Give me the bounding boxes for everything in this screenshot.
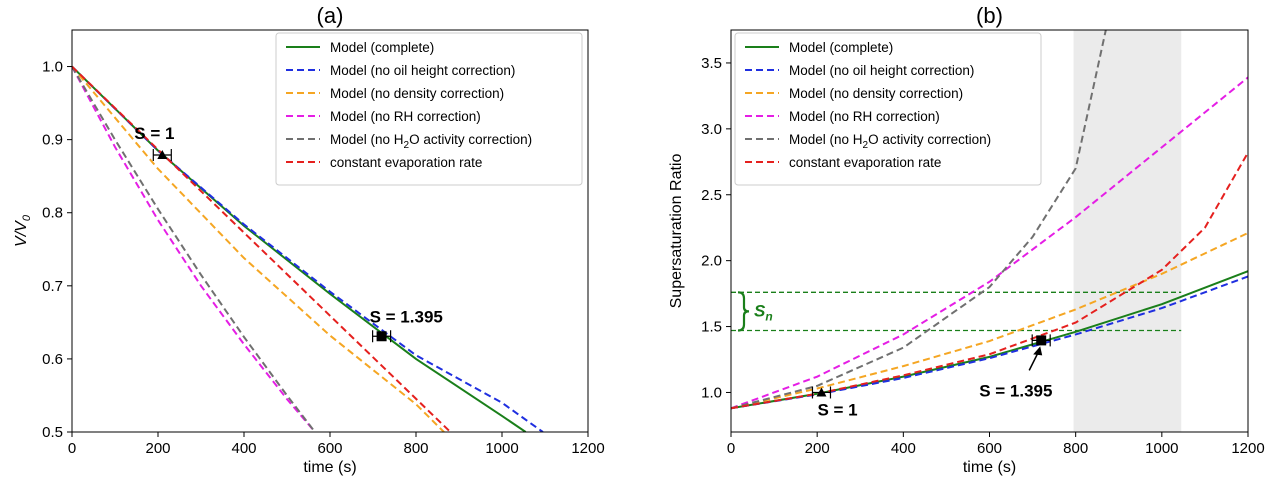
chart-b-ytick-label: 1.5	[701, 319, 722, 336]
chart-a-marker-label: S = 1.395	[370, 307, 443, 326]
chart-a-ytick-label: 0.5	[42, 424, 63, 441]
chart-b-series-line-4	[731, 30, 1107, 410]
chart-a-plot-area	[72, 65, 544, 432]
chart-b-sn-label: Sn	[754, 301, 773, 323]
chart-b-legend-label-3: Model (no RH correction)	[789, 109, 940, 124]
chart-b-ytick-label: 2.5	[701, 187, 722, 204]
chart-b-legend-box	[734, 32, 1042, 186]
chart-a-legend-box	[275, 32, 583, 186]
chart-a-legend-label-2: Model (no density correction)	[330, 86, 504, 101]
chart-b-xtick-label: 0	[727, 440, 735, 457]
chart-b-ytick-label: 1.0	[701, 384, 722, 401]
chart-a-legend-label-4: Model (no H2O activity correction)	[330, 132, 532, 151]
chart-b-marker-label: S = 1.395	[979, 381, 1052, 400]
chart-b-shaded-region	[1073, 30, 1182, 432]
chart-a-legend-label-1: Model (no oil height correction)	[330, 63, 515, 78]
chart-b-ytick-label: 3.0	[701, 121, 722, 138]
chart-b-sn-brace	[737, 291, 750, 332]
chart-a-xtick-label: 0	[68, 440, 76, 457]
chart-b-marker-square	[1036, 335, 1047, 346]
chart-a-ytick-label: 0.9	[42, 132, 63, 149]
chart-b-legend: Model (complete) Model (no oil height cor…	[734, 32, 1042, 186]
chart-b-ytick-label: 3.5	[701, 55, 722, 72]
chart-b-marker-triangle	[816, 387, 827, 397]
chart-a-xtick-label: 800	[403, 440, 428, 457]
chart-b-legend-label-5: constant evaporation rate	[789, 155, 941, 170]
chart-b-marker-arrow-head	[1033, 346, 1043, 356]
chart-a-series-line-3	[72, 66, 316, 432]
chart-b-ylabel: Supersaturation Ratio	[668, 154, 685, 309]
chart-b-xtick-label: 600	[977, 440, 1002, 457]
chart-b-ytick-label: 2.0	[701, 253, 722, 270]
chart-a-ytick-label: 0.6	[42, 351, 63, 368]
chart-a-ytick-label: 0.7	[42, 278, 63, 295]
chart-b-marker-label: S = 1	[817, 400, 857, 419]
chart-a-legend-label-0: Model (complete)	[330, 40, 434, 55]
chart-b-xtick-label: 1200	[1231, 440, 1264, 457]
chart-a-xtick-label: 600	[317, 440, 342, 457]
chart-b-series-line-1	[731, 275, 1248, 410]
chart-a-ylabel: V/V0	[13, 214, 33, 247]
chart-a-series-line-1	[72, 65, 544, 432]
chart-a-marker-square: S = 1.395	[370, 307, 443, 343]
chart-a-xtick-label: 1000	[485, 440, 518, 457]
chart-a-ytick-label: 0.8	[42, 205, 63, 222]
chart-b-series-line-0	[731, 270, 1248, 410]
chart-a-marker-triangle	[157, 149, 168, 159]
chart-a-legend: Model (complete) Model (no oil height cor…	[275, 32, 583, 186]
chart-b-legend-label-2: Model (no density correction)	[789, 86, 963, 101]
chart-a-series-line-4	[72, 66, 316, 432]
chart-b-xtick-label: 400	[891, 440, 916, 457]
chart-a-ytick-label: 1.0	[42, 59, 63, 76]
chart-b-legend-label-1: Model (no oil height correction)	[789, 63, 974, 78]
chart-b-marker-triangle: S = 1	[811, 386, 858, 419]
chart-b-title: (b)	[976, 3, 1003, 28]
chart-b-xtick-label: 1000	[1145, 440, 1178, 457]
chart-b-legend-label-0: Model (complete)	[789, 40, 893, 55]
chart-b-marker-square: S = 1.395	[979, 334, 1052, 400]
chart-a-xtick-label: 200	[145, 440, 170, 457]
chart-b-xlabel: time (s)	[963, 459, 1016, 476]
chart-b-xtick-label: 200	[805, 440, 830, 457]
chart-a-xtick-label: 400	[231, 440, 256, 457]
chart-a-xlabel: time (s)	[303, 459, 356, 476]
chart-b-plot-area	[731, 30, 1248, 410]
chart-a-marker-square	[376, 331, 387, 342]
chart-b-series-line-3	[731, 76, 1248, 410]
chart-b-xtick-label: 800	[1063, 440, 1088, 457]
chart-a-series-line-0	[72, 65, 527, 432]
chart-a-marker-triangle: S = 1	[134, 124, 174, 161]
chart-a-legend-label-5: constant evaporation rate	[330, 155, 482, 170]
chart-a-title: (a)	[317, 3, 344, 28]
chart-a-xtick-label: 1200	[571, 440, 604, 457]
chart-b-legend-label-4: Model (no H2O activity correction)	[789, 132, 991, 151]
chart-a-legend-label-3: Model (no RH correction)	[330, 109, 481, 124]
chart-a-series-line-2	[72, 65, 445, 432]
chart-a-marker-label: S = 1	[134, 124, 174, 143]
chart-b-series-line-2	[731, 232, 1248, 410]
